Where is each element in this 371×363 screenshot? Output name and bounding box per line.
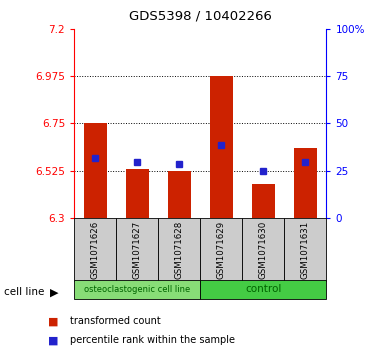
Bar [158, 218, 200, 281]
Bar [74, 218, 116, 281]
Bar [200, 280, 326, 299]
Bar [74, 280, 200, 299]
Bar [168, 171, 191, 218]
Bar [116, 218, 158, 281]
Bar [252, 184, 275, 218]
Text: GSM1071631: GSM1071631 [301, 220, 310, 279]
Bar [242, 218, 285, 281]
Text: ▶: ▶ [50, 287, 59, 297]
Text: control: control [245, 285, 282, 294]
Text: GSM1071629: GSM1071629 [217, 220, 226, 279]
Text: transformed count: transformed count [70, 316, 161, 326]
Bar [84, 123, 107, 218]
Text: GSM1071630: GSM1071630 [259, 220, 268, 279]
Text: cell line: cell line [4, 287, 44, 297]
Bar [294, 147, 317, 218]
Text: GSM1071626: GSM1071626 [91, 220, 100, 279]
Bar [285, 218, 326, 281]
Bar [126, 168, 149, 218]
Text: GSM1071628: GSM1071628 [175, 220, 184, 279]
Bar [200, 218, 242, 281]
Text: ■: ■ [48, 335, 59, 346]
Bar [210, 76, 233, 218]
Text: ■: ■ [48, 316, 59, 326]
Text: GSM1071627: GSM1071627 [133, 220, 142, 279]
Text: GDS5398 / 10402266: GDS5398 / 10402266 [129, 9, 272, 22]
Text: osteoclastogenic cell line: osteoclastogenic cell line [84, 285, 190, 294]
Text: percentile rank within the sample: percentile rank within the sample [70, 335, 236, 346]
